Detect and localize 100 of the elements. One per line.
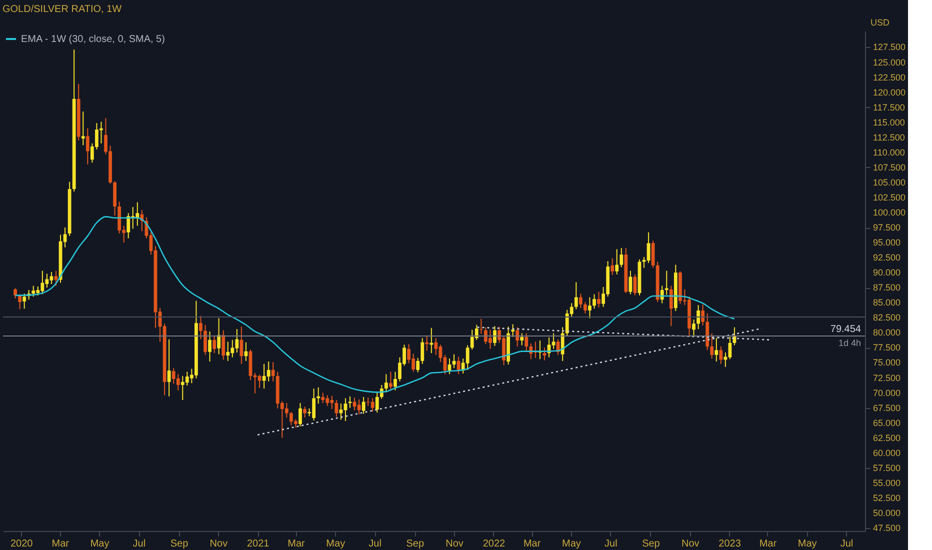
candlestick bbox=[542, 347, 546, 361]
candlestick bbox=[321, 392, 325, 404]
y-tick-label: 107.500 bbox=[873, 162, 906, 172]
y-tick-label: 90.000 bbox=[873, 268, 901, 278]
candlestick bbox=[664, 270, 668, 296]
y-axis-title: USD bbox=[870, 18, 890, 28]
candlestick bbox=[334, 399, 338, 418]
candlestick bbox=[18, 294, 22, 310]
x-tick-label: 2022 bbox=[482, 538, 506, 550]
candlestick bbox=[271, 362, 275, 382]
candlestick bbox=[222, 330, 226, 360]
candlestick bbox=[560, 326, 564, 362]
x-tick-label: May bbox=[798, 538, 817, 550]
x-tick-label: Nov bbox=[681, 538, 700, 550]
y-tick-label: 92.500 bbox=[873, 252, 901, 263]
y-tick-label: 60.000 bbox=[873, 448, 901, 458]
x-tick-label: Nov bbox=[210, 538, 228, 550]
y-tick-label: 112.500 bbox=[873, 132, 905, 142]
y-tick-label: 100.000 bbox=[873, 207, 906, 218]
x-tick-label: May bbox=[90, 538, 110, 550]
candlestick bbox=[394, 371, 397, 391]
y-tick-label: 117.500 bbox=[873, 102, 905, 112]
candlestick bbox=[384, 374, 388, 393]
candlestick bbox=[204, 324, 207, 356]
y-tick-label: 72.500 bbox=[873, 372, 901, 383]
candlestick bbox=[692, 318, 696, 338]
y-tick-label: 47.500 bbox=[873, 522, 901, 533]
candlestick bbox=[669, 285, 673, 327]
candlestick bbox=[81, 111, 85, 146]
y-tick-label: 52.500 bbox=[873, 492, 901, 503]
candlestick bbox=[456, 356, 460, 375]
y-tick-label: 122.500 bbox=[873, 72, 906, 82]
x-tick-label: Sep bbox=[170, 538, 189, 550]
candlestick bbox=[493, 326, 496, 346]
ref-line-label: 79.454 bbox=[830, 324, 862, 335]
candlestick bbox=[389, 371, 392, 390]
candlestick bbox=[466, 344, 470, 370]
x-tick-label: 2023 bbox=[718, 538, 742, 550]
y-tick-label: 85.000 bbox=[873, 298, 901, 308]
legend-label: EMA - 1W (30, close, 0, SMA, 5) bbox=[21, 34, 165, 45]
x-tick-label: Nov bbox=[446, 538, 464, 550]
candlestick bbox=[362, 396, 366, 414]
x-tick-label: Sep bbox=[406, 538, 424, 550]
x-tick-label: Mar bbox=[523, 538, 542, 550]
x-tick-label: Jul bbox=[132, 538, 146, 550]
candlestick bbox=[22, 293, 26, 310]
candlestick bbox=[597, 291, 600, 308]
y-tick-label: 77.500 bbox=[873, 342, 901, 353]
candlestick bbox=[199, 315, 202, 340]
candlestick bbox=[520, 332, 524, 346]
y-tick-label: 125.000 bbox=[873, 57, 906, 68]
candlestick bbox=[284, 402, 288, 418]
candlestick bbox=[584, 302, 587, 314]
annotation: 1d 4h bbox=[838, 338, 861, 348]
y-tick-label: 110.000 bbox=[873, 147, 905, 158]
candlestick bbox=[434, 338, 438, 356]
candlestick bbox=[620, 247, 624, 268]
candlestick bbox=[416, 357, 420, 373]
y-tick-label: 105.000 bbox=[873, 177, 906, 188]
candlestick bbox=[578, 293, 582, 309]
y-tick-label: 70.000 bbox=[873, 388, 901, 398]
candlestick bbox=[556, 338, 560, 356]
candlestick bbox=[86, 128, 90, 165]
candlestick bbox=[240, 326, 244, 364]
candlestick bbox=[208, 330, 212, 362]
y-tick-label: 50.000 bbox=[873, 508, 901, 518]
candlestick bbox=[610, 258, 614, 276]
candlestick bbox=[226, 341, 230, 362]
candlestick bbox=[380, 384, 384, 400]
y-tick-label: 57.500 bbox=[873, 462, 901, 473]
x-tick-label: May bbox=[326, 538, 346, 550]
candlestick bbox=[552, 332, 556, 350]
candlestick bbox=[298, 402, 302, 427]
candlestick bbox=[14, 288, 17, 299]
y-tick-label: 95.000 bbox=[873, 238, 901, 248]
y-tick-label: 115.000 bbox=[873, 117, 905, 128]
candlestick bbox=[615, 248, 619, 275]
y-tick-label: 62.500 bbox=[873, 432, 901, 443]
y-tick-label: 87.500 bbox=[873, 282, 901, 293]
candlestick bbox=[511, 324, 515, 338]
x-tick-label: Jul bbox=[368, 538, 382, 550]
y-tick-label: 75.000 bbox=[873, 358, 901, 368]
candlestick bbox=[592, 294, 596, 310]
x-tick-label: Mar bbox=[759, 538, 778, 550]
candlestick bbox=[710, 332, 714, 360]
candlestick bbox=[696, 304, 700, 330]
candlestick bbox=[266, 361, 270, 382]
candlestick bbox=[217, 318, 221, 355]
x-tick-label: Sep bbox=[642, 538, 660, 550]
candlestick bbox=[588, 296, 592, 319]
candlestick bbox=[660, 285, 664, 304]
candlestick bbox=[628, 270, 632, 295]
x-tick-label: Jul bbox=[840, 538, 854, 550]
candlestick bbox=[303, 406, 306, 418]
candlestick bbox=[258, 374, 262, 388]
candlestick bbox=[524, 332, 528, 352]
x-tick-label: Jul bbox=[604, 538, 618, 550]
x-tick-label: 2020 bbox=[10, 538, 34, 550]
y-tick-label: 80.000 bbox=[873, 328, 901, 338]
x-tick-label: 2021 bbox=[246, 538, 270, 550]
